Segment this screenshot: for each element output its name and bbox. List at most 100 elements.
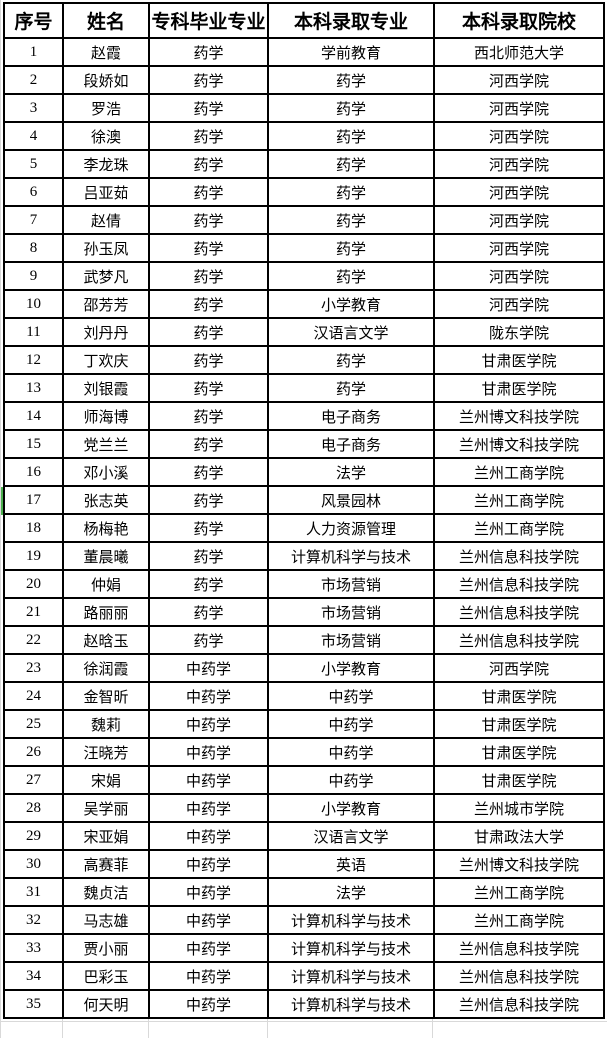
table-cell[interactable]: 河西学院 [433, 233, 605, 263]
table-cell[interactable]: 刘银霞 [62, 373, 150, 403]
table-cell[interactable]: 13 [3, 373, 64, 403]
table-cell[interactable]: 宋娟 [62, 765, 150, 795]
table-cell[interactable]: 赵倩 [62, 205, 150, 235]
table-cell[interactable]: 2 [3, 65, 64, 95]
table-cell[interactable]: 赵霞 [62, 37, 150, 67]
table-cell[interactable]: 20 [3, 569, 64, 599]
table-cell[interactable]: 张志英 [62, 485, 150, 515]
table-cell[interactable]: 药学 [267, 373, 435, 403]
table-cell[interactable]: 段娇如 [62, 65, 150, 95]
table-cell[interactable]: 河西学院 [433, 205, 605, 235]
table-cell[interactable]: 药学 [267, 93, 435, 123]
column-header[interactable]: 姓名 [62, 2, 150, 39]
table-cell[interactable]: 16 [3, 457, 64, 487]
table-cell[interactable]: 汉语言文学 [267, 317, 435, 347]
table-cell[interactable]: 小学教育 [267, 653, 435, 683]
table-cell[interactable]: 计算机科学与技术 [267, 933, 435, 963]
table-cell[interactable]: 药学 [267, 233, 435, 263]
table-cell[interactable]: 金智昕 [62, 681, 150, 711]
table-cell[interactable]: 9 [3, 261, 64, 291]
table-cell[interactable]: 药学 [148, 429, 269, 459]
column-header[interactable]: 序号 [3, 2, 64, 39]
table-cell[interactable]: 师海博 [62, 401, 150, 431]
table-cell[interactable]: 中药学 [148, 821, 269, 851]
table-cell[interactable]: 28 [3, 793, 64, 823]
table-cell[interactable]: 计算机科学与技术 [267, 961, 435, 991]
table-cell[interactable]: 29 [3, 821, 64, 851]
table-cell[interactable]: 小学教育 [267, 793, 435, 823]
table-cell[interactable]: 何天明 [62, 989, 150, 1019]
table-cell[interactable]: 河西学院 [433, 121, 605, 151]
table-cell[interactable]: 18 [3, 513, 64, 543]
table-cell[interactable]: 仲娟 [62, 569, 150, 599]
table-cell[interactable]: 中药学 [148, 793, 269, 823]
table-cell[interactable]: 甘肃医学院 [433, 765, 605, 795]
table-cell[interactable]: 孙玉凤 [62, 233, 150, 263]
table-cell[interactable]: 计算机科学与技术 [267, 905, 435, 935]
table-cell[interactable]: 药学 [148, 457, 269, 487]
table-cell[interactable]: 药学 [148, 177, 269, 207]
table-cell[interactable]: 兰州信息科技学院 [433, 597, 605, 627]
table-cell[interactable]: 巴彩玉 [62, 961, 150, 991]
table-cell[interactable]: 10 [3, 289, 64, 319]
table-cell[interactable]: 赵晗玉 [62, 625, 150, 655]
table-cell[interactable]: 21 [3, 597, 64, 627]
table-cell[interactable]: 30 [3, 849, 64, 879]
table-cell[interactable]: 药学 [267, 149, 435, 179]
table-cell[interactable]: 药学 [148, 597, 269, 627]
table-cell[interactable]: 药学 [148, 65, 269, 95]
table-cell[interactable]: 计算机科学与技术 [267, 989, 435, 1019]
table-cell[interactable]: 兰州博文科技学院 [433, 849, 605, 879]
table-cell[interactable]: 26 [3, 737, 64, 767]
table-cell[interactable]: 河西学院 [433, 65, 605, 95]
column-header[interactable]: 本科录取专业 [267, 2, 435, 39]
table-cell[interactable]: 中药学 [148, 933, 269, 963]
table-cell[interactable]: 人力资源管理 [267, 513, 435, 543]
table-cell[interactable]: 35 [3, 989, 64, 1019]
table-cell[interactable]: 李龙珠 [62, 149, 150, 179]
table-cell[interactable]: 药学 [148, 149, 269, 179]
table-cell[interactable]: 药学 [148, 513, 269, 543]
table-cell[interactable]: 兰州博文科技学院 [433, 401, 605, 431]
table-cell[interactable]: 中药学 [267, 765, 435, 795]
table-cell[interactable]: 市场营销 [267, 625, 435, 655]
table-cell[interactable]: 中药学 [148, 709, 269, 739]
table-cell[interactable]: 药学 [148, 569, 269, 599]
table-cell[interactable]: 药学 [148, 485, 269, 515]
table-cell[interactable]: 药学 [148, 37, 269, 67]
column-header[interactable]: 专科毕业专业 [148, 2, 269, 39]
table-cell[interactable]: 河西学院 [433, 93, 605, 123]
table-cell[interactable]: 兰州博文科技学院 [433, 429, 605, 459]
table-cell[interactable]: 河西学院 [433, 177, 605, 207]
table-cell[interactable]: 河西学院 [433, 149, 605, 179]
table-cell[interactable]: 法学 [267, 877, 435, 907]
table-cell[interactable]: 22 [3, 625, 64, 655]
table-cell[interactable]: 32 [3, 905, 64, 935]
table-cell[interactable]: 杨梅艳 [62, 513, 150, 543]
table-cell[interactable]: 药学 [148, 401, 269, 431]
table-cell[interactable]: 法学 [267, 457, 435, 487]
table-cell[interactable]: 15 [3, 429, 64, 459]
table-cell[interactable]: 兰州信息科技学院 [433, 541, 605, 571]
table-cell[interactable]: 8 [3, 233, 64, 263]
table-cell[interactable]: 徐润霞 [62, 653, 150, 683]
table-cell[interactable]: 兰州工商学院 [433, 485, 605, 515]
table-cell[interactable]: 电子商务 [267, 401, 435, 431]
table-cell[interactable]: 罗浩 [62, 93, 150, 123]
table-cell[interactable]: 学前教育 [267, 37, 435, 67]
table-cell[interactable]: 中药学 [148, 737, 269, 767]
table-cell[interactable]: 中药学 [267, 681, 435, 711]
table-cell[interactable]: 药学 [148, 345, 269, 375]
table-cell[interactable]: 27 [3, 765, 64, 795]
table-cell[interactable]: 中药学 [148, 765, 269, 795]
table-cell[interactable]: 中药学 [148, 653, 269, 683]
table-cell[interactable]: 武梦凡 [62, 261, 150, 291]
table-cell[interactable]: 中药学 [148, 849, 269, 879]
column-header[interactable]: 本科录取院校 [433, 2, 605, 39]
table-cell[interactable]: 吕亚茹 [62, 177, 150, 207]
table-cell[interactable]: 汉语言文学 [267, 821, 435, 851]
table-cell[interactable]: 兰州信息科技学院 [433, 933, 605, 963]
table-cell[interactable]: 药学 [267, 177, 435, 207]
table-cell[interactable]: 甘肃医学院 [433, 737, 605, 767]
table-cell[interactable]: 邵芳芳 [62, 289, 150, 319]
